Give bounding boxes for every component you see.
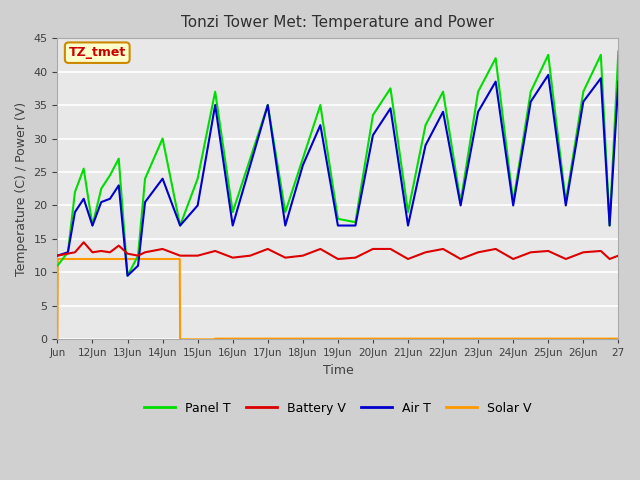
Legend: Panel T, Battery V, Air T, Solar V: Panel T, Battery V, Air T, Solar V <box>139 397 537 420</box>
X-axis label: Time: Time <box>323 364 353 377</box>
Text: TZ_tmet: TZ_tmet <box>68 46 126 59</box>
Title: Tonzi Tower Met: Temperature and Power: Tonzi Tower Met: Temperature and Power <box>181 15 495 30</box>
Y-axis label: Temperature (C) / Power (V): Temperature (C) / Power (V) <box>15 102 28 276</box>
